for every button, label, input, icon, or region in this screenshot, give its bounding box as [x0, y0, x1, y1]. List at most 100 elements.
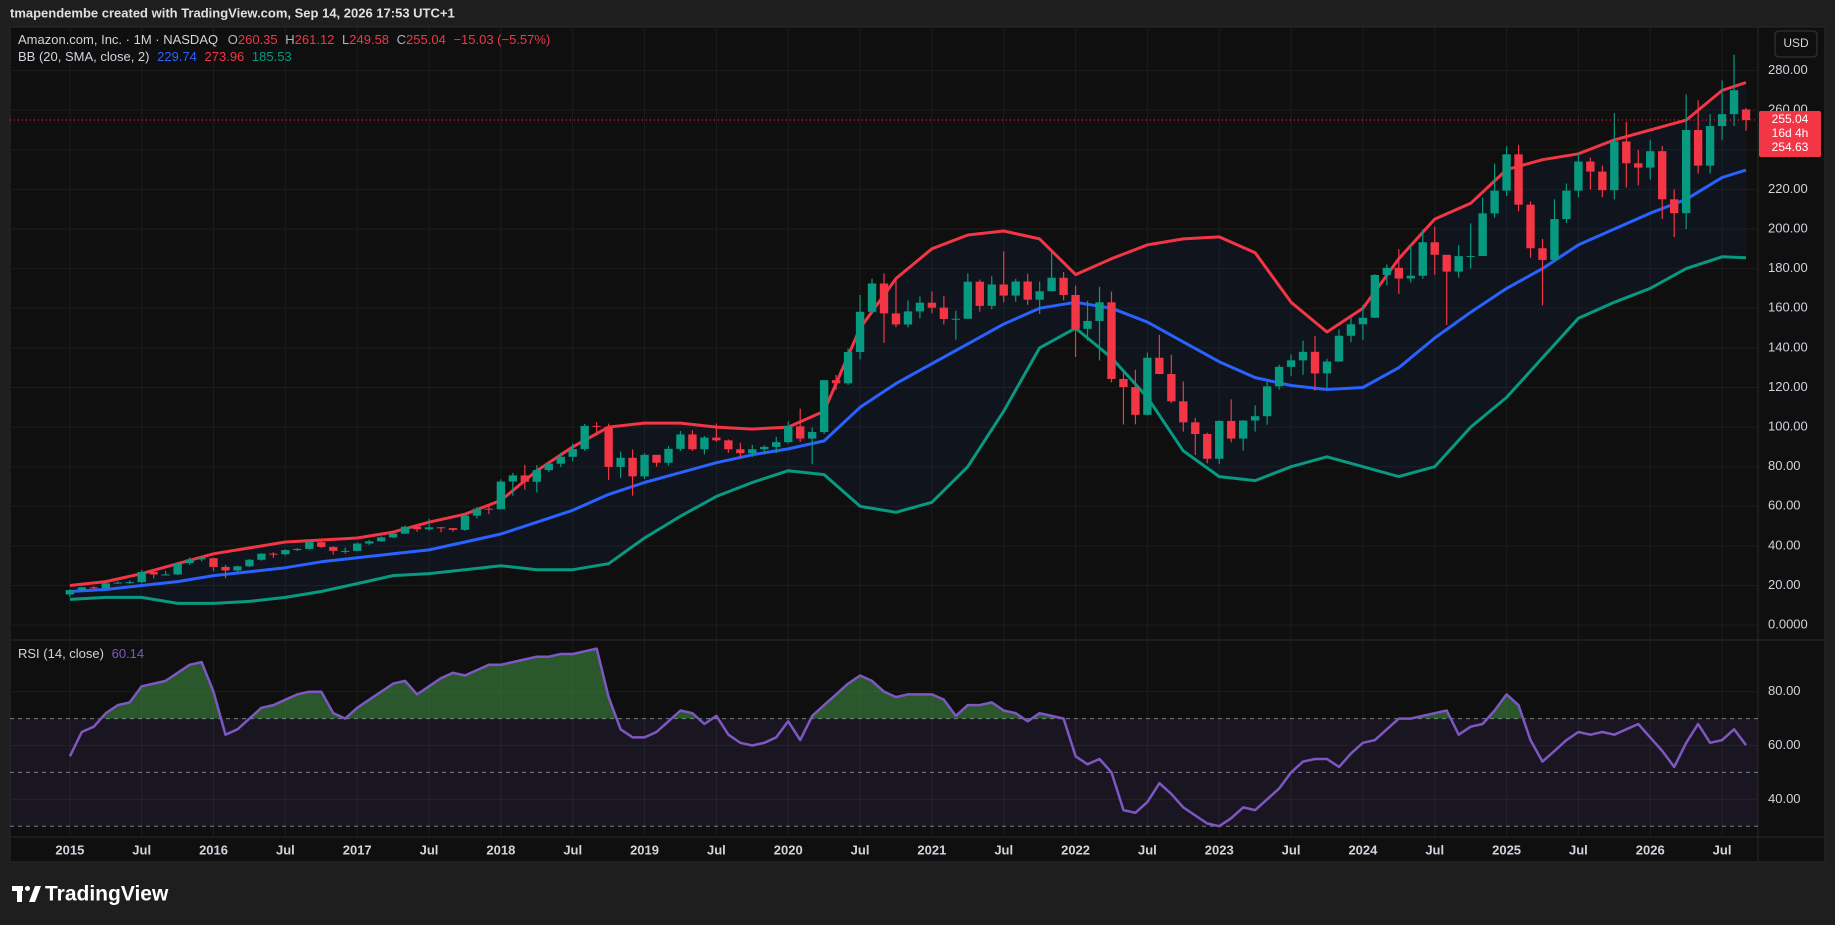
bb-line: [69, 168, 1747, 593]
x-tick-label: Jul: [276, 842, 295, 857]
candle-body: [855, 311, 865, 353]
axes: 2015 Jul 2016 Jul 2017 Jul 2018 Jul 2019 Jul 2020 J…: [55, 62, 1821, 857]
candle-body: [1274, 366, 1284, 387]
x-tick-label: Jul: [1425, 842, 1444, 857]
candle-body: [1598, 171, 1607, 191]
ohlc-letter: H: [285, 32, 294, 47]
rsi-overbought-fill: [101, 648, 1524, 719]
candle-body: [1406, 275, 1415, 279]
candle-body: [520, 475, 530, 482]
bb-label: BB (20, SMA, close, 2): [18, 49, 150, 64]
candle-body: [784, 426, 793, 443]
candle-body: [149, 572, 158, 575]
candle-body: [1658, 151, 1667, 200]
rsi-pane: [10, 647, 1758, 828]
candle-body: [484, 508, 494, 510]
brand-name: TradingView: [45, 883, 169, 906]
candle-body: [1011, 281, 1020, 296]
candle-body: [293, 548, 302, 551]
candle-body: [676, 434, 685, 449]
candle-body: [1155, 357, 1164, 375]
bb-lower-value: 185.53: [252, 49, 292, 64]
candle-body: [891, 313, 901, 325]
x-tick-label: 2015: [55, 842, 84, 857]
bb-fill: [69, 82, 1746, 604]
bb-basis-value: 229.74: [157, 49, 197, 64]
candle-body: [1179, 401, 1188, 423]
candle-body: [939, 307, 949, 319]
candle-body: [1442, 254, 1451, 272]
candle-body: [1382, 267, 1392, 275]
candle-body: [1430, 242, 1439, 255]
candle-body: [1490, 190, 1499, 214]
candle-body: [400, 526, 410, 534]
candle-body: [1107, 302, 1116, 379]
candle-body: [879, 283, 889, 314]
candle-body: [1370, 274, 1380, 318]
candle-body: [1119, 378, 1128, 388]
candle-body: [173, 563, 182, 575]
x-tick-label: 2023: [1205, 842, 1234, 857]
currency-button[interactable]: [1774, 30, 1818, 58]
candle-body: [269, 553, 278, 555]
logo-shape: [25, 886, 30, 891]
candle-body: [1466, 255, 1475, 257]
candle-body: [568, 449, 577, 457]
candle-body: [1071, 294, 1080, 329]
candle-body: [628, 457, 637, 477]
price-tag: [1759, 111, 1821, 158]
candle-body: [1741, 109, 1751, 121]
candle-body: [760, 446, 769, 450]
candle-body: [1514, 154, 1523, 205]
candle-body: [640, 454, 649, 477]
y-tick-label: 0.0000: [1768, 617, 1808, 632]
candle-body: [831, 380, 841, 384]
candle-body: [1502, 154, 1511, 191]
candle-body: [305, 542, 314, 549]
x-tick-label: Jul: [1713, 842, 1732, 857]
rsi-value: 60.14: [112, 646, 145, 661]
candle-body: [903, 311, 913, 325]
bb-legend: BB (20, SMA, close, 2) 229.74 273.96 185…: [18, 49, 292, 64]
candle-body: [1095, 302, 1104, 321]
candle-body: [1574, 161, 1583, 191]
candle-body: [197, 558, 206, 560]
rsi-legend: RSI (14, close) 60.14: [18, 646, 144, 661]
x-tick-label: Jul: [707, 842, 726, 857]
candle-body: [77, 587, 87, 591]
bb-line: [69, 255, 1747, 605]
candle-body: [364, 541, 374, 544]
candle-body: [1478, 213, 1487, 256]
candle-body: [1262, 386, 1272, 417]
y-tick-label: 200.00: [1768, 220, 1808, 235]
candle-body: [616, 457, 625, 467]
candle-body: [1586, 161, 1595, 172]
candle-body: [1298, 351, 1308, 361]
candle-body: [580, 425, 589, 450]
candle-body: [915, 302, 925, 312]
symbol: Amazon.com, Inc. · 1M · NASDAQ: [18, 32, 218, 47]
candle-body: [999, 284, 1008, 296]
y-tick-label: 40.00: [1768, 537, 1801, 552]
candle-body: [1622, 141, 1631, 164]
y-tick-label: 120.00: [1768, 379, 1808, 394]
candle-body: [388, 533, 398, 538]
candle-body: [843, 352, 853, 384]
candle-body: [796, 426, 805, 439]
candle-body: [1035, 291, 1044, 300]
ohlc-letter: L: [342, 32, 349, 47]
x-tick-label: Jul: [851, 842, 870, 857]
candle-body: [1131, 387, 1140, 415]
x-tick-label: 2018: [486, 842, 515, 857]
candle-body: [113, 582, 122, 584]
price-pane: [10, 54, 1758, 605]
candle-body: [508, 475, 518, 482]
candle-body: [867, 283, 877, 312]
candle-body: [1705, 126, 1715, 166]
candle-body: [1203, 434, 1212, 459]
logo-shape: [17, 886, 22, 902]
y-tick-label: 280.00: [1768, 62, 1808, 77]
y-tick-label: 180.00: [1768, 260, 1808, 275]
attribution: tmapendembe created with TradingView.com…: [10, 5, 455, 20]
